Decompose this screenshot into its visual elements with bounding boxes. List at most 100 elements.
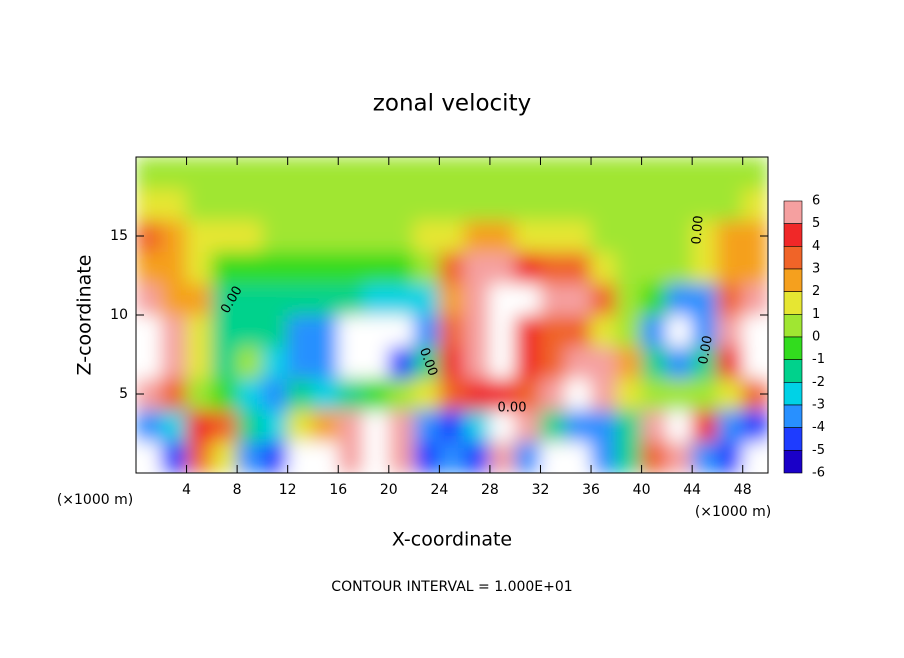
cell [666,157,693,190]
x-tick-label: 20 [380,482,398,498]
cell [590,219,617,253]
cell [666,188,693,221]
cell [337,440,365,473]
cell [438,157,466,190]
cell [388,377,415,411]
cell [464,282,491,316]
cell [160,251,188,284]
colorbar-box [783,200,803,224]
cell [514,409,541,442]
chart-title: zonal velocity [373,91,531,117]
cell [186,440,213,473]
cell [641,157,668,190]
cell [261,188,289,221]
cell [186,346,213,379]
cell [615,440,643,473]
cell [666,377,693,411]
cell [312,251,339,284]
contour-label: 0.00 [689,215,706,245]
colorbar-box [783,223,803,247]
cell [641,409,668,442]
colorbar-box [783,427,803,451]
cell [186,409,213,442]
colorbar-box [783,336,803,360]
x-tick-label: 48 [734,482,752,498]
colorbar-label: 2 [812,284,820,299]
x-tick-label: 28 [481,482,499,498]
cell [160,157,188,190]
cell [539,219,567,253]
cell [160,219,188,253]
cell [742,440,768,473]
cell [565,219,592,253]
cell [666,314,693,348]
cell [388,409,415,442]
cell [742,251,768,284]
cell [464,188,491,221]
cell [716,219,744,253]
cell [261,219,289,253]
cell [413,346,440,379]
cell [641,440,668,473]
cell [716,377,744,411]
cell [489,377,516,411]
x-tick-label: 36 [582,482,600,498]
unit-label: (×1000 m) [57,492,133,508]
cell [691,251,718,284]
colorbar-label: 1 [812,307,820,322]
cell [287,188,314,221]
cell [716,440,744,473]
x-tick-label: 32 [532,482,550,498]
cell [438,409,466,442]
cell [615,157,643,190]
cell [287,282,314,316]
cell [565,314,592,348]
cell [489,282,516,316]
cell [565,409,592,442]
cell [539,188,567,221]
cell [312,409,339,442]
cell [312,314,339,348]
cell [489,346,516,379]
colorbar-label: 6 [812,194,820,209]
cell [211,282,238,316]
cell [160,440,188,473]
cell [236,251,263,284]
cell [413,377,440,411]
cell [615,377,643,411]
cell [438,346,466,379]
cell [363,251,390,284]
cell [615,346,643,379]
cell [388,219,415,253]
cell [261,440,289,473]
cell [438,440,466,473]
cell [489,219,516,253]
cell [236,409,263,442]
cell [539,314,567,348]
cell [312,219,339,253]
cell [136,346,162,379]
x-axis-label: X-coordinate [392,529,512,551]
cell [236,188,263,221]
cell [464,377,491,411]
cell [337,188,365,221]
cell [691,282,718,316]
colorbar-box [783,359,803,383]
cell [236,157,263,190]
contour-interval: CONTOUR INTERVAL = 1.000E+01 [331,579,572,595]
cell [388,314,415,348]
cell [489,314,516,348]
cell [590,188,617,221]
cell [464,314,491,348]
cell [388,346,415,379]
cell [514,188,541,221]
cell [160,314,188,348]
colorbar-label: -3 [812,398,825,413]
cell [363,188,390,221]
cell [287,314,314,348]
cell [716,314,744,348]
cell [615,314,643,348]
cell [337,377,365,411]
cell [590,440,617,473]
y-tick-label: 10 [110,307,128,323]
